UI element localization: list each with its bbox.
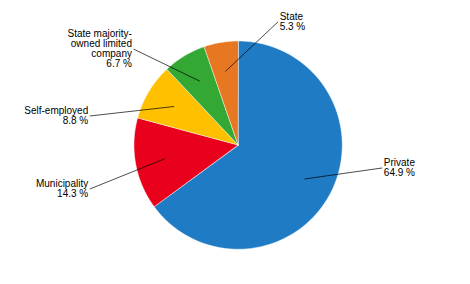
- svg-text:Municipality14.3 %: Municipality14.3 %: [36, 178, 88, 199]
- svg-text:Private64.9 %: Private64.9 %: [384, 157, 416, 178]
- svg-text:State majority-owned limitedco: State majority-owned limitedcompany6.7 %: [67, 28, 132, 69]
- svg-text:Self-employed8.8 %: Self-employed8.8 %: [24, 105, 88, 126]
- svg-text:State5.3 %: State5.3 %: [280, 11, 306, 32]
